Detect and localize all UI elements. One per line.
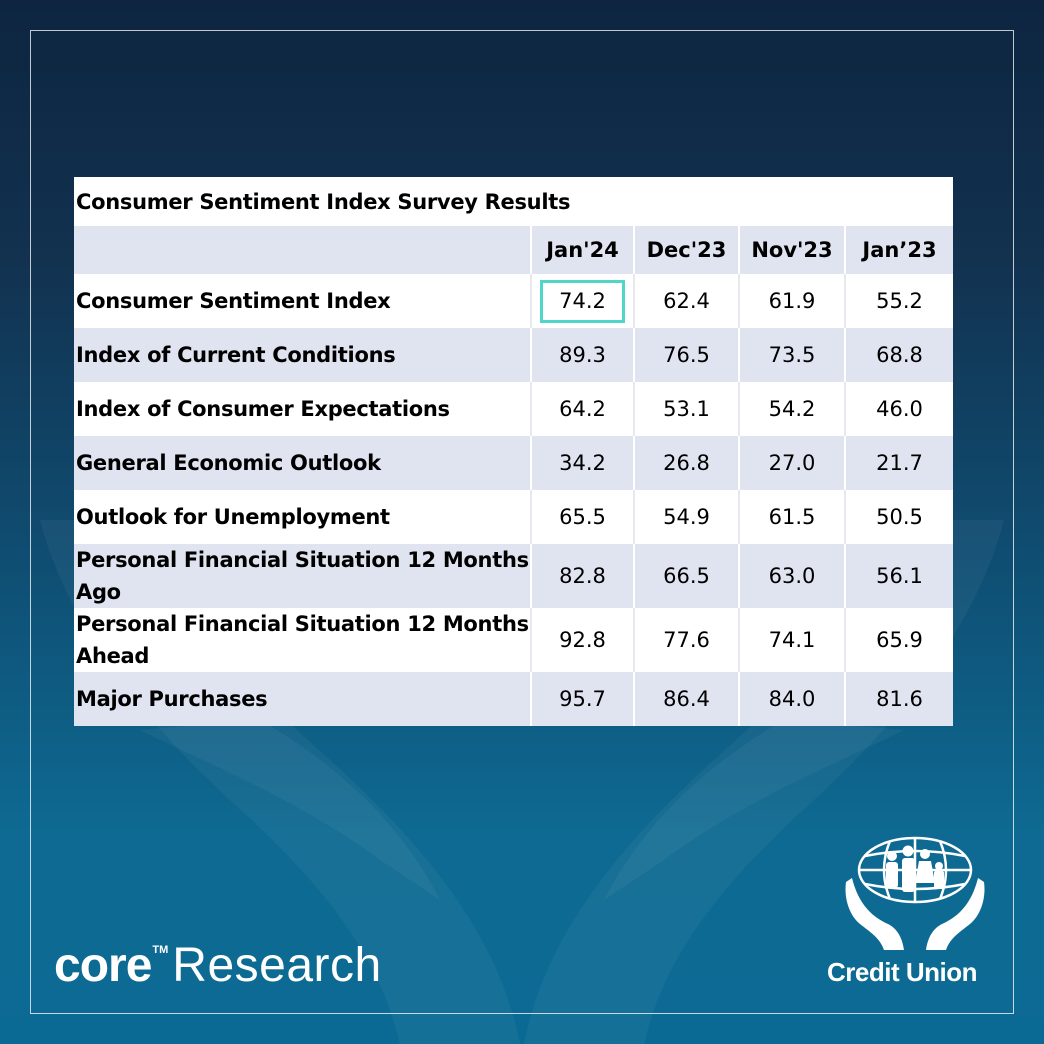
table-cell: 65.9 <box>844 608 953 672</box>
table-cell: 61.5 <box>738 490 845 544</box>
table-cell: 54.2 <box>738 382 845 436</box>
table-cell: 50.5 <box>844 490 953 544</box>
table-cell: 64.2 <box>530 382 634 436</box>
row-label: Personal Financial Situation 12 Months A… <box>74 608 531 672</box>
row-label: Index of Current Conditions <box>74 328 531 382</box>
table-cell: 27.0 <box>738 436 845 490</box>
table-row: Personal Financial Situation 12 Months A… <box>74 608 953 672</box>
table-cell: 77.6 <box>633 608 739 672</box>
table-cell: 61.9 <box>738 274 845 328</box>
table-cell: 54.9 <box>633 490 739 544</box>
content-frame <box>30 30 1014 1014</box>
table-cell: 26.8 <box>633 436 739 490</box>
row-label: Consumer Sentiment Index <box>74 274 531 328</box>
table-row: Index of Consumer Expectations 64.2 53.1… <box>74 382 953 436</box>
highlighted-value: 74.2 <box>540 279 625 323</box>
core-wordmark: core <box>54 939 152 992</box>
table-row: Personal Financial Situation 12 Months A… <box>74 544 953 608</box>
table-cell: 21.7 <box>844 436 953 490</box>
credit-union-emblem-icon <box>845 836 985 950</box>
table-cell: 62.4 <box>633 274 739 328</box>
table-cell: 92.8 <box>530 608 634 672</box>
table-row: Index of Current Conditions 89.3 76.5 73… <box>74 328 953 382</box>
column-header: Jan’23 <box>844 226 953 274</box>
trademark-mark: TM <box>152 944 169 956</box>
table-cell: 68.8 <box>844 328 953 382</box>
core-research-logo: coreTMResearch <box>54 938 382 993</box>
row-label: Outlook for Unemployment <box>74 490 531 544</box>
table-cell: 74.1 <box>738 608 845 672</box>
column-header: Dec'23 <box>633 226 739 274</box>
survey-table-container: Consumer Sentiment Index Survey Results … <box>74 177 953 726</box>
table-cell: 89.3 <box>530 328 634 382</box>
row-label: Index of Consumer Expectations <box>74 382 531 436</box>
table-cell: 66.5 <box>633 544 739 608</box>
table-header-row: Jan'24 Dec'23 Nov'23 Jan’23 <box>74 226 953 274</box>
table-cell: 73.5 <box>738 328 845 382</box>
credit-union-wordmark: Credit Union <box>827 957 978 987</box>
table-cell: 86.4 <box>633 672 739 726</box>
table-title-row: Consumer Sentiment Index Survey Results <box>74 177 953 226</box>
table-cell: 56.1 <box>844 544 953 608</box>
table-cell: 76.5 <box>633 328 739 382</box>
column-header: Jan'24 <box>530 226 634 274</box>
table-cell: 46.0 <box>844 382 953 436</box>
table-cell: 82.8 <box>530 544 634 608</box>
table-cell: 84.0 <box>738 672 845 726</box>
table-cell: 53.1 <box>633 382 739 436</box>
column-header: Nov'23 <box>738 226 845 274</box>
table-cell: 65.5 <box>530 490 634 544</box>
row-label: Major Purchases <box>74 672 531 726</box>
row-label: Personal Financial Situation 12 Months A… <box>74 544 531 608</box>
table-cell: 55.2 <box>844 274 953 328</box>
survey-table: Consumer Sentiment Index Survey Results … <box>74 177 953 726</box>
row-label: General Economic Outlook <box>74 436 531 490</box>
header-empty-cell <box>74 226 531 274</box>
table-row: General Economic Outlook 34.2 26.8 27.0 … <box>74 436 953 490</box>
research-wordmark: Research <box>172 939 382 992</box>
table-row: Outlook for Unemployment 65.5 54.9 61.5 … <box>74 490 953 544</box>
table-cell: 95.7 <box>530 672 634 726</box>
table-row: Consumer Sentiment Index 74.2 62.4 61.9 … <box>74 274 953 328</box>
table-cell: 63.0 <box>738 544 845 608</box>
table-cell: 34.2 <box>530 436 634 490</box>
table-cell: 81.6 <box>844 672 953 726</box>
table-title: Consumer Sentiment Index Survey Results <box>74 177 953 226</box>
table-cell: 74.2 <box>530 274 634 328</box>
table-row: Major Purchases 95.7 86.4 84.0 81.6 <box>74 672 953 726</box>
